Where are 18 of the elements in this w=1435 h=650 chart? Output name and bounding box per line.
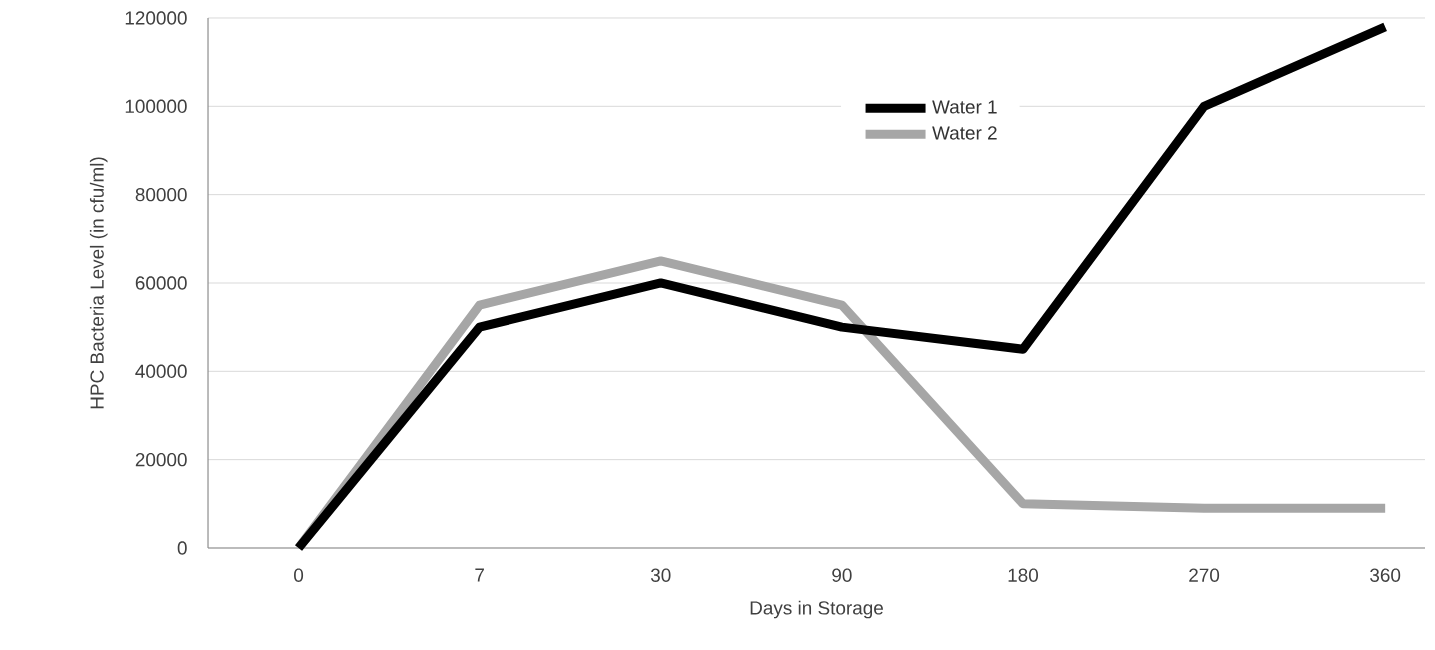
y-tick-label: 0 <box>177 541 187 555</box>
legend-label: Water 1 <box>932 100 997 114</box>
y-tick-label: 60000 <box>135 276 187 290</box>
x-tick-label: 0 <box>294 568 304 582</box>
legend-label: Water 2 <box>932 126 997 140</box>
y-tick-label: 120000 <box>125 11 187 25</box>
y-tick-label: 80000 <box>135 187 187 202</box>
y-tick-label: 20000 <box>135 452 187 467</box>
x-tick-label: 7 <box>475 568 484 582</box>
y-tick-label: 40000 <box>135 364 187 379</box>
x-tick-label: 30 <box>650 568 671 582</box>
x-axis-title: Days in Storage <box>750 600 883 619</box>
x-tick-label: 180 <box>1008 568 1038 582</box>
x-tick-label: 270 <box>1189 568 1220 582</box>
x-tick-label: 360 <box>1370 568 1401 582</box>
y-axis-title: HPC Bacteria Level (in cfu/ml) <box>89 157 108 409</box>
y-tick-label: 100000 <box>125 99 187 114</box>
x-tick-label: 90 <box>832 568 852 582</box>
